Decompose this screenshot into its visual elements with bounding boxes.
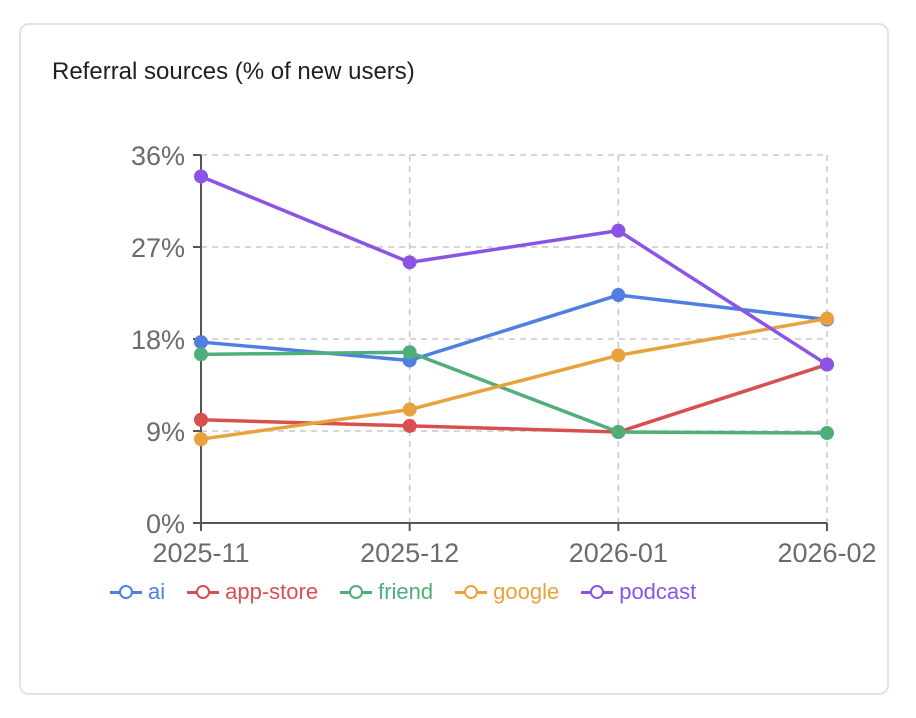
legend-marker-icon xyxy=(187,585,220,599)
data-point-friend xyxy=(611,425,626,440)
series-line-podcast xyxy=(200,174,828,367)
legend-label: app-store xyxy=(225,579,319,604)
data-point-ai xyxy=(611,288,626,303)
legend-item-podcast[interactable]: podcast xyxy=(581,579,696,605)
legend-marker-icon xyxy=(581,585,614,599)
y-tick-label: 0% xyxy=(146,509,185,539)
legend-label: google xyxy=(493,579,560,604)
data-point-app-store xyxy=(194,412,208,427)
x-tick-label: 2025-12 xyxy=(360,538,459,568)
series-google xyxy=(194,311,834,447)
legend-label: ai xyxy=(148,579,166,604)
legend-marker-icon xyxy=(110,585,142,599)
x-tick-label: 2025-11 xyxy=(152,538,249,568)
legend-marker-icon xyxy=(455,585,488,599)
legend-label: friend xyxy=(378,579,434,604)
data-point-friend xyxy=(194,347,208,362)
tick-label-layer: 0% 9% 18% 27% 36% 2025-11 2025-12 2026-01 2026-0… xyxy=(131,141,877,568)
chart-card xyxy=(19,23,889,695)
x-tick-label: 2026-01 xyxy=(569,538,668,568)
legend-item-friend[interactable]: friend xyxy=(340,579,433,605)
legend-label: podcast xyxy=(619,579,697,604)
legend-marker-icon xyxy=(340,585,373,599)
data-point-google xyxy=(820,311,834,326)
series-friend xyxy=(194,345,834,441)
grid-layer xyxy=(201,154,828,523)
data-point-podcast xyxy=(402,255,417,270)
series-line-app-store xyxy=(200,362,828,434)
y-tick-label: 27% xyxy=(131,233,185,263)
y-tick-label: 36% xyxy=(131,141,185,171)
series-podcast xyxy=(194,169,834,372)
legend-item-ai[interactable]: ai xyxy=(110,579,165,605)
data-point-podcast xyxy=(194,169,208,184)
legend-item-app-store[interactable]: app-store xyxy=(187,579,318,605)
data-point-ai xyxy=(194,335,208,350)
data-point-app-store xyxy=(402,418,417,433)
series-ai xyxy=(194,288,834,368)
series-line-friend xyxy=(200,350,828,435)
series-layer xyxy=(194,169,834,447)
data-point-google xyxy=(402,402,417,417)
data-point-google xyxy=(611,348,626,363)
data-point-podcast xyxy=(611,223,626,238)
series-line-google xyxy=(200,316,828,441)
series-line-ai xyxy=(200,293,828,363)
data-point-friend xyxy=(402,345,417,360)
data-point-google xyxy=(194,432,208,447)
chart-title: Referral sources (% of new users) xyxy=(52,58,415,85)
chart-legend: ai app-store friend google podcast xyxy=(110,579,718,605)
data-point-friend xyxy=(820,426,834,441)
x-tick-label: 2026-02 xyxy=(777,538,876,568)
legend-item-google[interactable]: google xyxy=(455,579,559,605)
y-tick-label: 9% xyxy=(146,417,185,447)
data-point-podcast xyxy=(820,357,834,372)
y-tick-label: 18% xyxy=(131,325,185,355)
